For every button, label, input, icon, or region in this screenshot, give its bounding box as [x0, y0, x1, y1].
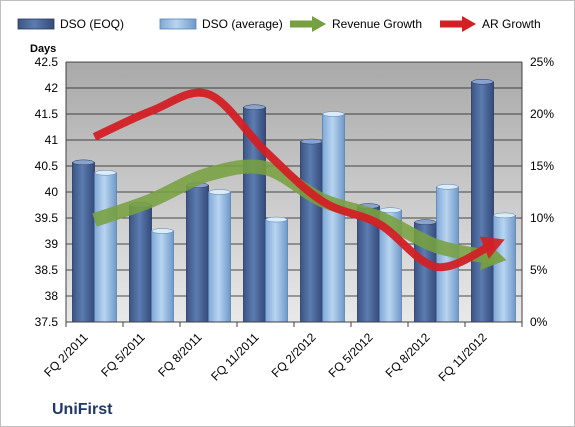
y2-tick-label: 20% [530, 107, 554, 121]
y2-tick-label: 0% [530, 315, 548, 329]
bar-top [322, 111, 345, 117]
ar-growth-line [92, 88, 496, 272]
y-tick-label: 38.5 [35, 263, 59, 277]
y-tick-label: 40.5 [35, 159, 59, 173]
bar-top [300, 138, 323, 145]
y-tick-label: 41.5 [35, 107, 59, 121]
legend-arrowhead-revenue-growth [312, 16, 326, 32]
y2-tick-label: 5% [530, 263, 548, 277]
ar-growth-arrowhead [479, 236, 505, 259]
bar-dso-average [265, 219, 288, 323]
y-tick-label: 37.5 [35, 315, 59, 329]
bar-dso-average [208, 191, 231, 323]
company-name: UniFirst [52, 401, 113, 418]
bar-top [379, 207, 402, 213]
y-tick-label: 39 [45, 237, 59, 251]
legend-label-dso-average: DSO (average) [202, 17, 283, 31]
y-tick-label: 38 [45, 289, 59, 303]
legend-swatch-dso-eoq [17, 18, 55, 30]
bar-top [94, 170, 117, 176]
y2-tick-label: 10% [530, 211, 554, 225]
bar-top [208, 189, 231, 195]
bar-dso-eoq [186, 184, 209, 323]
legend-label-ar-growth: AR Growth [482, 17, 541, 31]
bar-top [243, 104, 266, 110]
y2-tick-label: 25% [530, 55, 554, 69]
bar-dso-eoq [129, 204, 152, 323]
bar-top [414, 219, 437, 225]
legend-arrowhead-ar-growth [462, 16, 476, 32]
bar-dso-average [322, 113, 345, 323]
bar-dso-eoq [72, 161, 95, 323]
legend-label-revenue-growth: Revenue Growth [332, 17, 422, 31]
y-axis-title: Days [30, 43, 56, 55]
bar-dso-eoq [300, 141, 323, 323]
y-tick-label: 41 [45, 133, 59, 147]
bar-top [151, 228, 174, 234]
legend-swatch-dso-average [159, 18, 197, 30]
bar-dso-average [94, 172, 117, 323]
bar-top [493, 212, 516, 219]
bar-top [471, 79, 494, 85]
bar-top [265, 216, 288, 223]
bar-dso-average [151, 230, 174, 323]
y-tick-label: 40 [45, 185, 59, 199]
bar-top [72, 159, 95, 166]
y2-tick-label: 15% [530, 159, 554, 173]
bar-dso-eoq [471, 81, 494, 323]
y-tick-label: 42 [45, 81, 59, 95]
bar-top [436, 184, 459, 190]
y-tick-label: 42.5 [35, 55, 59, 69]
y-tick-label: 39.5 [35, 211, 59, 225]
legend-label-dso-eoq: DSO (EOQ) [60, 17, 124, 31]
bar-dso-average [493, 214, 516, 323]
